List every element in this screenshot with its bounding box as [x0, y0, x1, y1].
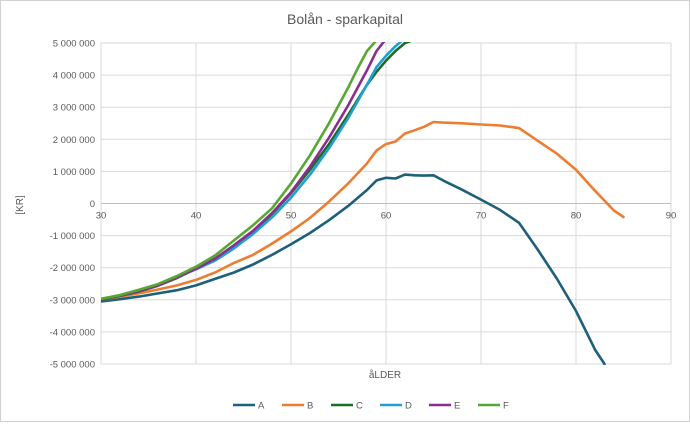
y-axis-label: [KR] [15, 195, 26, 215]
series-line-f [101, 42, 377, 301]
y-tick-label: 2 000 000 [53, 135, 95, 146]
legend-label-a: A [258, 401, 265, 412]
y-tick-label: 5 000 000 [53, 39, 95, 50]
x-tick-label: 90 [666, 211, 677, 222]
x-tick-label: 70 [476, 211, 487, 222]
x-axis-ticks: 30 40 50 60 70 80 90 [96, 211, 677, 222]
legend-label-e: E [454, 401, 460, 412]
y-tick-label: 4 000 000 [53, 71, 95, 82]
y-tick-label: -1 000 000 [50, 231, 95, 242]
y-tick-label: -5 000 000 [50, 360, 95, 371]
x-tick-label: 30 [96, 211, 107, 222]
y-tick-label: -4 000 000 [50, 327, 95, 338]
y-tick-label: 0 [90, 199, 95, 210]
legend: A B C D E F [233, 401, 509, 412]
legend-label-c: C [356, 401, 363, 412]
x-tick-label: 60 [381, 211, 392, 222]
series-line-b [101, 120, 625, 302]
y-tick-label: -2 000 000 [50, 263, 95, 274]
x-axis-label: åLDER [369, 369, 401, 381]
legend-label-b: B [307, 401, 313, 412]
legend-label-d: D [405, 401, 412, 412]
x-tick-label: 40 [191, 211, 202, 222]
series-line-d [101, 42, 403, 301]
y-tick-label: -3 000 000 [50, 295, 95, 306]
series-line-c [101, 42, 411, 302]
y-axis-ticks: 5 000 000 4 000 000 3 000 000 2 000 000 1 00… [50, 39, 95, 371]
chart-title: Bolån - sparkapital [287, 11, 403, 27]
x-tick-label: 50 [286, 211, 297, 222]
x-tick-label: 80 [571, 211, 582, 222]
y-tick-label: 1 000 000 [53, 167, 95, 178]
plot-area [101, 42, 625, 365]
y-tick-label: 3 000 000 [53, 103, 95, 114]
series-line-a [101, 173, 606, 365]
legend-label-f: F [503, 401, 509, 412]
